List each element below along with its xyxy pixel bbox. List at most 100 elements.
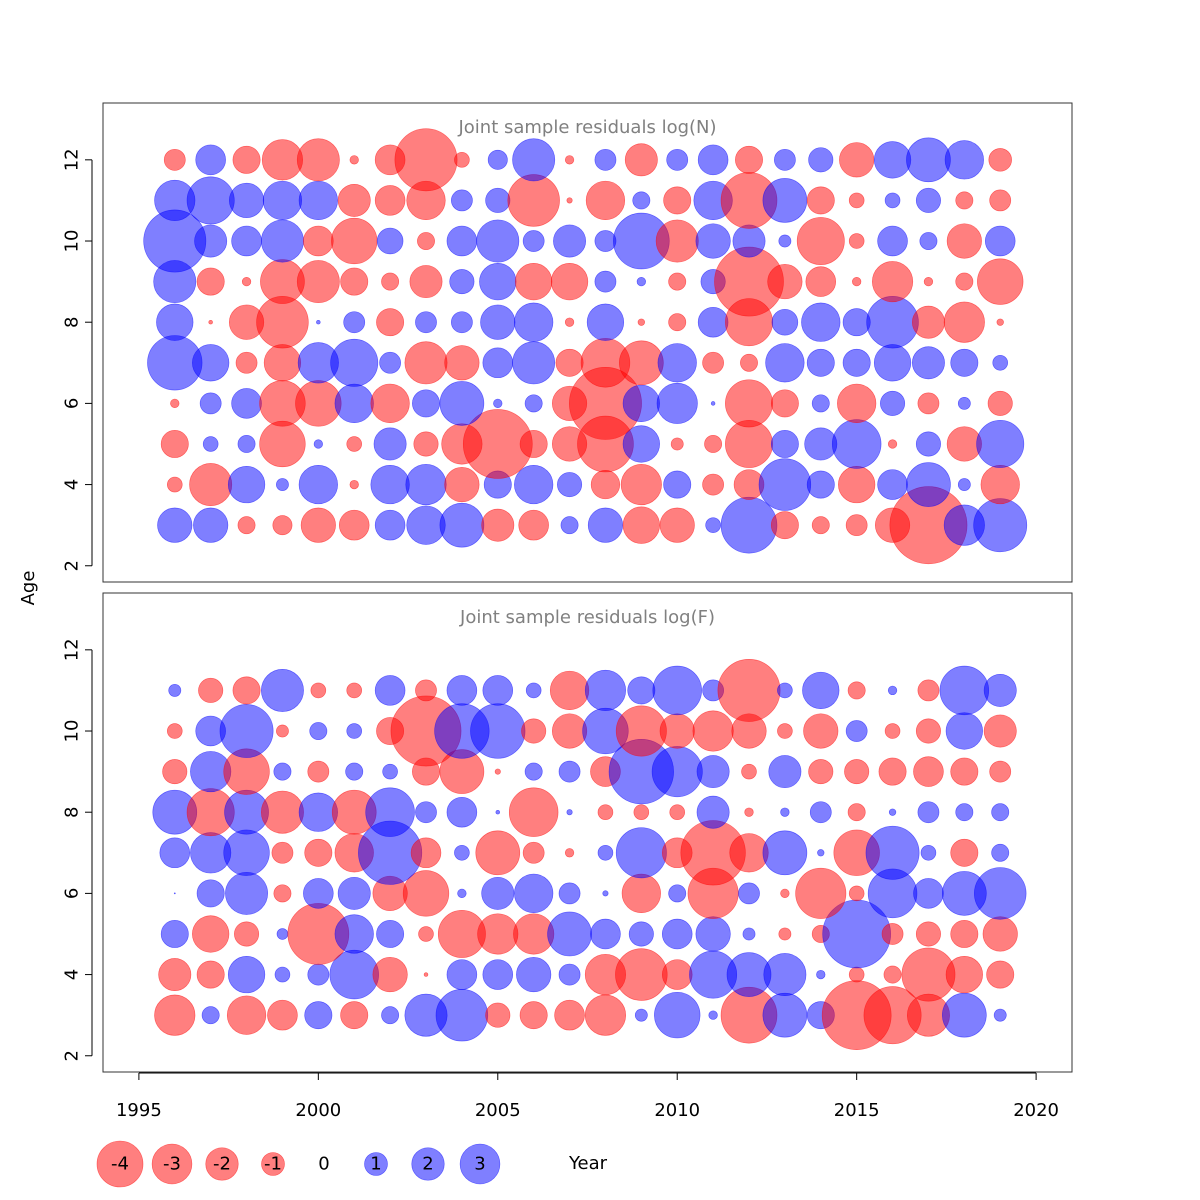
bubble-age5-2003 xyxy=(413,431,439,457)
bubble-age11-2015 xyxy=(848,192,865,209)
bubble-age4-1999 xyxy=(276,478,289,491)
bubble-age7-2007 xyxy=(555,348,584,377)
bubble-age11-2009 xyxy=(627,676,656,705)
bubble-age5-1997 xyxy=(202,436,219,452)
y-tick-label: 4 xyxy=(62,969,83,980)
bubble-age5-2016 xyxy=(887,439,898,449)
bubble-age8-2013 xyxy=(771,308,799,336)
bubble-age7-2004 xyxy=(444,345,480,381)
bubble-age3-1998 xyxy=(237,516,256,535)
bubble-age10-2007 xyxy=(551,713,588,749)
bubble-age4-2018 xyxy=(957,478,971,491)
bubble-age3-2004 xyxy=(435,988,489,1042)
bubble-age12-1996 xyxy=(163,148,186,171)
legend-label: -2 xyxy=(213,1154,231,1175)
bubble-age7-2013 xyxy=(762,830,808,876)
bubble-age5-2002 xyxy=(373,427,407,461)
y-tick-label: 12 xyxy=(62,638,83,661)
bubble-age12-2018 xyxy=(944,140,984,180)
bubble-age12-2019 xyxy=(988,148,1012,172)
bubble-age10-2017 xyxy=(919,232,938,250)
bubble-age10-2008 xyxy=(594,230,617,252)
bubble-age3-2010 xyxy=(654,992,701,1039)
bubble-age5-2017 xyxy=(915,921,941,947)
bubble-age4-1996 xyxy=(167,476,183,493)
x-tick-label: 2005 xyxy=(475,1100,521,1121)
bubble-age10-1996 xyxy=(167,723,183,739)
bubble-age8-2002 xyxy=(376,308,405,337)
bubble-age7-2017 xyxy=(920,845,937,861)
bubble-age10-2001 xyxy=(346,723,362,739)
bubble-age4-2004 xyxy=(446,959,478,990)
bubble-age11-2004 xyxy=(451,189,473,212)
bubble-age6-2019 xyxy=(974,867,1027,920)
bubble-age9-2008 xyxy=(594,270,617,293)
bubble-age6-2015 xyxy=(848,885,865,902)
bubble-age4-2002 xyxy=(370,464,410,505)
bubble-age12-1999 xyxy=(261,139,303,181)
bubble-age10-2019 xyxy=(983,714,1017,748)
panel-title: Joint sample residuals log(N) xyxy=(457,117,716,138)
bubble-age5-2019 xyxy=(982,916,1018,952)
bubble-age10-2013 xyxy=(778,234,792,248)
bubble-age9-2005 xyxy=(479,263,517,301)
bubble-age8-2017 xyxy=(911,305,945,339)
bubble-age9-2015 xyxy=(844,759,870,785)
bubble-age5-2016 xyxy=(881,923,904,945)
bubble-age12-2014 xyxy=(808,147,834,173)
bubble-age11-2013 xyxy=(777,682,793,699)
x-tick-label: 2015 xyxy=(834,1100,880,1121)
bubble-age9-2000 xyxy=(307,760,330,783)
bubble-age7-2001 xyxy=(330,338,379,387)
bubble-age3-2002 xyxy=(381,1006,400,1025)
bubble-age8-2008 xyxy=(586,303,625,341)
bubble-age6-2019 xyxy=(987,390,1013,416)
bubble-age11-2009 xyxy=(632,191,651,210)
bubble-age8-2019 xyxy=(996,318,1004,326)
bubble-age7-2009 xyxy=(619,340,664,386)
bubble-age4-2013 xyxy=(763,953,807,997)
bubble-age5-1997 xyxy=(192,915,230,953)
y-tick-label: 8 xyxy=(62,806,83,817)
bubble-age3-2006 xyxy=(518,509,549,541)
bubble-age4-2014 xyxy=(816,969,826,980)
bubble-age9-2010 xyxy=(651,746,703,798)
bubble-age9-2002 xyxy=(381,272,400,291)
bubble-age3-1997 xyxy=(193,507,229,543)
bubble-age10-2015 xyxy=(845,720,868,742)
bubble-age12-2006 xyxy=(512,138,556,182)
x-axis-title: Year xyxy=(568,1153,608,1174)
bubble-age3-2004 xyxy=(439,502,485,548)
bubble-age5-2006 xyxy=(519,430,548,458)
bubble-age6-2003 xyxy=(402,870,450,917)
bubble-age3-1996 xyxy=(154,994,196,1036)
legend-label: -1 xyxy=(264,1154,282,1175)
bubble-age5-2003 xyxy=(418,926,434,942)
bubble-age9-2019 xyxy=(989,760,1012,783)
bubble-age6-2001 xyxy=(337,876,371,910)
bubble-age12-2009 xyxy=(624,143,658,177)
bubble-age8-2012 xyxy=(744,807,754,817)
bubble-age8-2000 xyxy=(316,319,321,325)
bubble-age9-2015 xyxy=(852,276,862,287)
bubble-age5-2000 xyxy=(313,439,323,449)
bubble-age11-2010 xyxy=(652,665,702,716)
bubble-age11-1996 xyxy=(168,684,182,697)
bubble-age5-2010 xyxy=(661,918,693,950)
bubble-age6-2001 xyxy=(334,383,374,423)
bubble-age10-2016 xyxy=(884,723,901,739)
bubble-age8-2013 xyxy=(780,807,790,817)
bubble-age6-2006 xyxy=(514,873,554,913)
bubble-age10-2006 xyxy=(522,230,545,252)
bubble-age6-2009 xyxy=(621,873,661,913)
bubble-age11-2014 xyxy=(802,671,840,710)
bubble-age6-2013 xyxy=(770,389,799,418)
bubble-age7-1999 xyxy=(271,841,294,864)
bubble-age9-2009 xyxy=(636,276,646,287)
bubble-age5-2011 xyxy=(704,435,723,453)
bubble-age11-2019 xyxy=(983,673,1017,707)
bubble-age10-2013 xyxy=(777,723,793,739)
bubble-age4-1998 xyxy=(227,955,266,994)
bubble-age7-1998 xyxy=(223,829,270,876)
bubble-age12-2010 xyxy=(666,148,689,171)
